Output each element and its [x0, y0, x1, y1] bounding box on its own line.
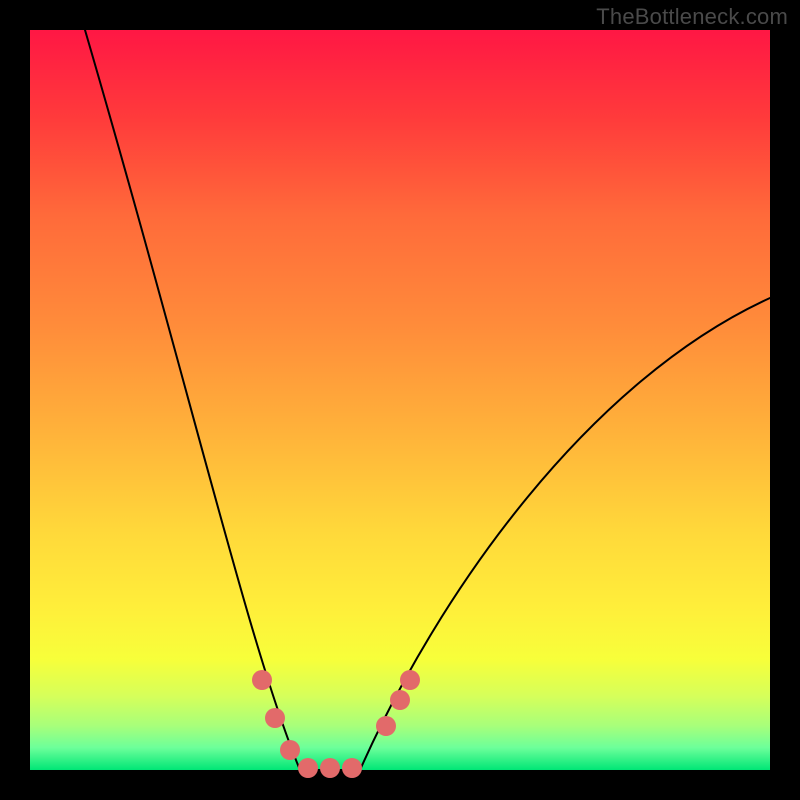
- marker-point: [400, 670, 420, 690]
- bottleneck-chart: [0, 0, 800, 800]
- marker-point: [342, 758, 362, 778]
- marker-point: [320, 758, 340, 778]
- marker-point: [390, 690, 410, 710]
- marker-point: [376, 716, 396, 736]
- watermark-text: TheBottleneck.com: [596, 4, 788, 30]
- marker-point: [265, 708, 285, 728]
- marker-point: [298, 758, 318, 778]
- gradient-background: [30, 30, 770, 770]
- plot-area: [30, 30, 770, 778]
- marker-point: [280, 740, 300, 760]
- chart-frame: TheBottleneck.com: [0, 0, 800, 800]
- marker-point: [252, 670, 272, 690]
